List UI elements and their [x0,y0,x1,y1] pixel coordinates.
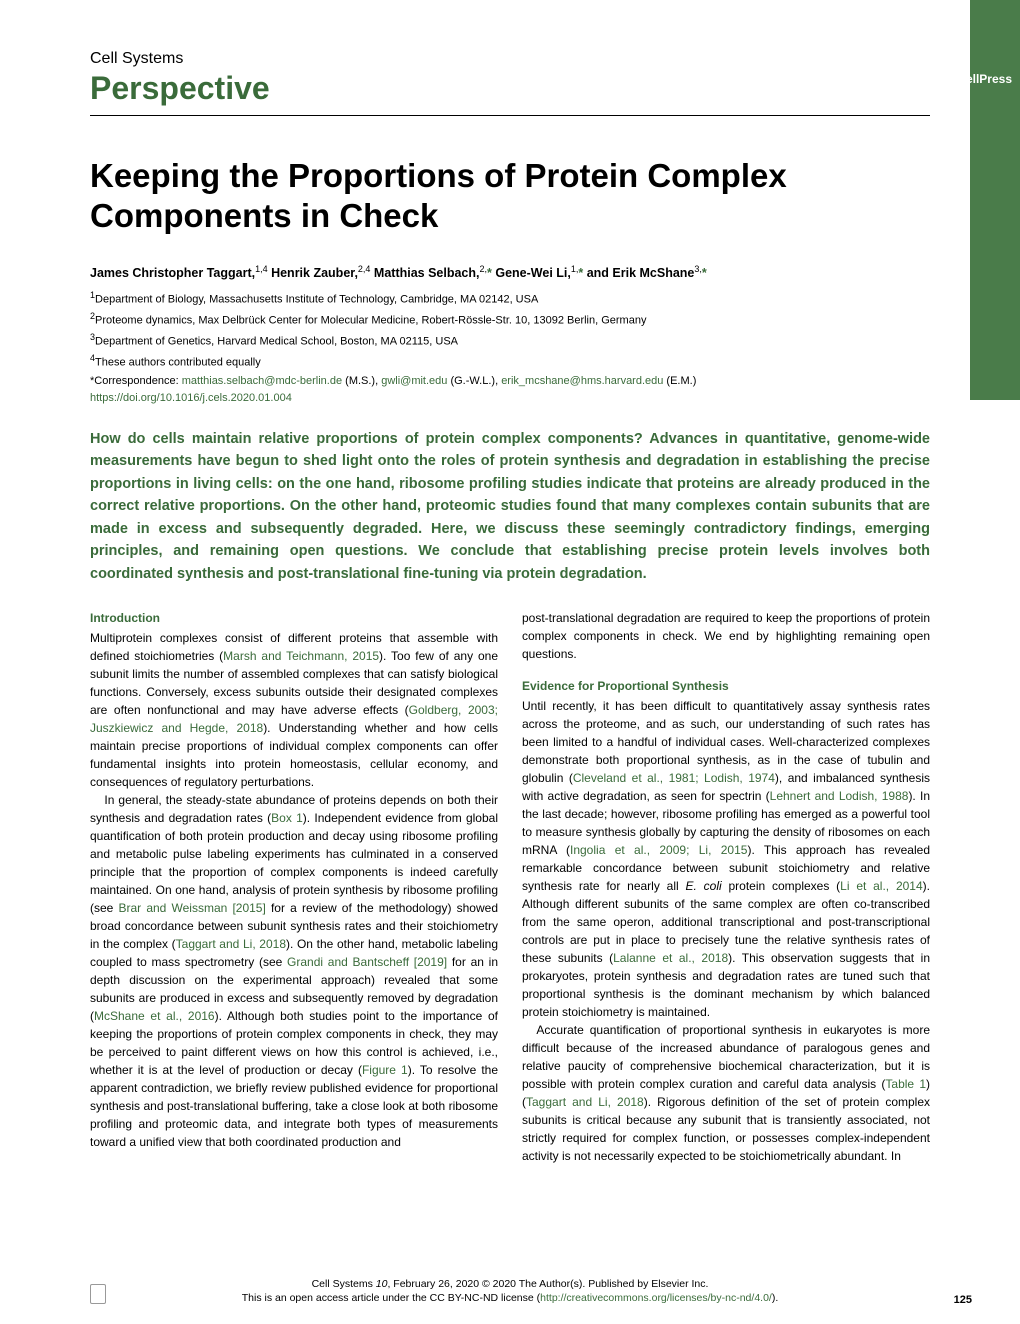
license-link[interactable]: http://creativecommons.org/licenses/by-n… [540,1292,772,1304]
page-number: 125 [954,1294,972,1306]
footer-license-post: ). [772,1292,778,1304]
affiliation-2: 2Proteome dynamics, Max Delbrück Center … [90,310,930,329]
email-link-1[interactable]: matthias.selbach@mdc-berlin.de [182,375,342,387]
section-head-intro: Introduction [90,609,498,627]
correspondence: *Correspondence: matthias.selbach@mdc-be… [90,373,930,390]
body-columns: Introduction Multiprotein complexes cons… [90,609,930,1165]
brand-sidebar [970,0,1020,400]
footer-line-2: This is an open access article under the… [90,1291,930,1306]
column-right: post-translational degradation are requi… [522,609,930,1165]
brand-logo: CellPress [957,72,1012,86]
affiliation-3: 3Department of Genetics, Harvard Medical… [90,331,930,350]
corr-tag-1: (M.S.), [342,375,381,387]
article-title: Keeping the Proportions of Protein Compl… [90,156,930,235]
article-type: Perspective [90,70,930,107]
corr-tag-2: (G.-W.L.), [447,375,501,387]
header-divider [90,115,930,116]
evidence-para-2: Accurate quantification of proportional … [522,1021,930,1165]
col2-lead: post-translational degradation are requi… [522,609,930,663]
footer-line-1: Cell Systems 10, February 26, 2020 © 202… [90,1277,930,1292]
correspondence-label: *Correspondence: [90,375,182,387]
author-list: James Christopher Taggart,1,4 Henrik Zau… [90,263,930,283]
intro-para-1: Multiprotein complexes consist of differ… [90,629,498,791]
abstract: How do cells maintain relative proportio… [90,428,930,585]
footer-license-pre: This is an open access article under the… [242,1292,540,1304]
affiliation-4: 4These authors contributed equally [90,352,930,371]
email-link-2[interactable]: gwli@mit.edu [381,375,447,387]
page-footer: Cell Systems 10, February 26, 2020 © 202… [90,1277,930,1306]
journal-name: Cell Systems [90,50,930,68]
affiliation-1: 1Department of Biology, Massachusetts In… [90,289,930,308]
corr-tag-3: (E.M.) [663,375,696,387]
section-head-evidence: Evidence for Proportional Synthesis [522,677,930,695]
page-content: Cell Systems Perspective Keeping the Pro… [0,0,1020,1195]
evidence-para-1: Until recently, it has been difficult to… [522,697,930,1021]
doi-link[interactable]: https://doi.org/10.1016/j.cels.2020.01.0… [90,392,930,404]
intro-para-2: In general, the steady-state abundance o… [90,791,498,1151]
email-link-3[interactable]: erik_mcshane@hms.harvard.edu [501,375,663,387]
column-left: Introduction Multiprotein complexes cons… [90,609,498,1165]
